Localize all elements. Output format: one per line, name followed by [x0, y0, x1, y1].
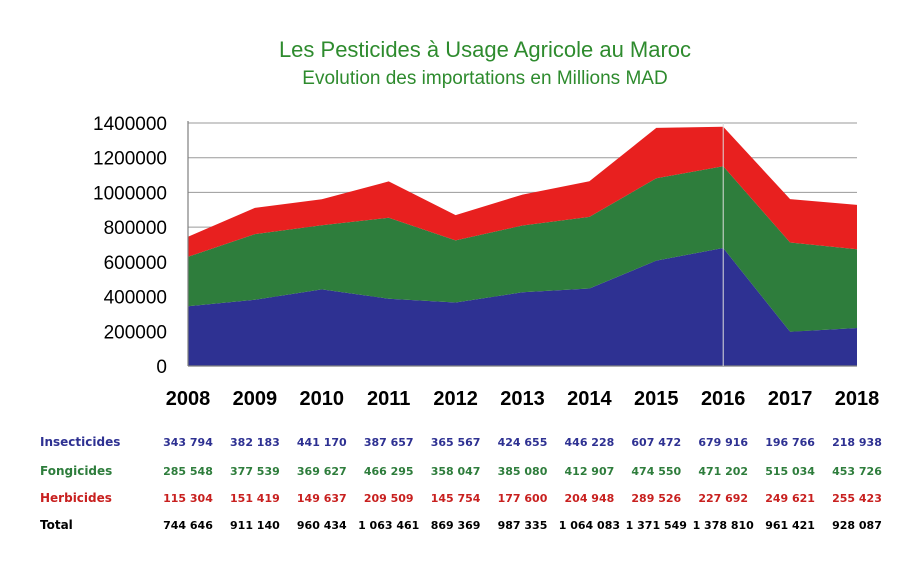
x-axis-ticks: 2008 2009 2010 2011 2012 2013 2014 2015 2016 2017… [166, 388, 880, 410]
y-tick-label: 600000 [104, 253, 167, 274]
table-cell: 255 423 [832, 492, 882, 505]
y-tick-label: 200000 [104, 322, 167, 343]
x-tick-label: 2008 [166, 388, 211, 410]
table-cell: 453 726 [832, 465, 882, 478]
chart-subtitle: Evolution des importations en Millions M… [302, 68, 667, 89]
axes [187, 121, 857, 367]
stacked-areas [188, 126, 857, 366]
x-tick-label: 2014 [567, 388, 612, 410]
x-tick-label: 2011 [367, 388, 410, 410]
y-tick-label: 0 [156, 357, 167, 378]
chart-title: Les Pesticides à Usage Agricole au Maroc [279, 37, 691, 62]
area-fongicides [188, 166, 857, 332]
table-cell: 285 548 [163, 465, 213, 478]
table-cell: 115 304 [163, 492, 213, 505]
y-tick-label: 1200000 [93, 149, 167, 170]
x-tick-label: 2016 [701, 388, 746, 410]
table-cell: 209 509 [364, 492, 414, 505]
y-tick-label: 1000000 [93, 183, 167, 204]
table-cell: 382 183 [230, 436, 280, 449]
table-cell: 412 907 [565, 465, 615, 478]
table-cell: 471 202 [698, 465, 748, 478]
table-row-label: Total [40, 518, 73, 532]
table-cell: 289 526 [631, 492, 681, 505]
area-herbicides [188, 126, 857, 257]
table-cell: 1 063 461 [358, 519, 419, 532]
y-tick-label: 1400000 [93, 114, 167, 135]
table-cell: 607 472 [631, 436, 681, 449]
table-cell: 196 766 [765, 436, 815, 449]
table-cell: 466 295 [364, 465, 414, 478]
table-cell: 227 692 [698, 492, 748, 505]
table-cell: 218 938 [832, 436, 882, 449]
table-cell: 679 916 [698, 436, 748, 449]
table-cell: 441 170 [297, 436, 347, 449]
y-tick-label: 400000 [104, 288, 167, 309]
table-cell: 1 378 810 [693, 519, 755, 532]
x-tick-label: 2013 [500, 388, 545, 410]
table-row-label: Fongicides [40, 464, 112, 478]
table-cell: 446 228 [565, 436, 615, 449]
x-tick-label: 2012 [433, 388, 478, 410]
table-row-label: Insecticides [40, 435, 120, 449]
table-cell: 987 335 [498, 519, 548, 532]
table-cell: 474 550 [631, 465, 681, 478]
area-insecticides [188, 248, 857, 366]
table-cell: 424 655 [498, 436, 548, 449]
y-axis-ticks: 0 200000 400000 600000 800000 1000000 1200000 1… [93, 114, 167, 378]
table-cell: 249 621 [765, 492, 815, 505]
x-tick-label: 2009 [233, 388, 278, 410]
table-cell: 928 087 [832, 519, 882, 532]
table-cell: 869 369 [431, 519, 481, 532]
table-cell: 960 434 [297, 519, 347, 532]
x-tick-label: 2015 [634, 388, 679, 410]
table-cell: 204 948 [565, 492, 615, 505]
table-cell: 151 419 [230, 492, 280, 505]
table-cell: 387 657 [364, 436, 414, 449]
x-tick-label: 2017 [768, 388, 813, 410]
table-cell: 369 627 [297, 465, 347, 478]
y-tick-label: 800000 [104, 218, 167, 239]
table-cell: 145 754 [431, 492, 481, 505]
table-cell: 1 064 083 [559, 519, 620, 532]
x-tick-label: 2010 [300, 388, 345, 410]
table-cell: 1 371 549 [626, 519, 687, 532]
table-cell: 365 567 [431, 436, 481, 449]
table-cell: 377 539 [230, 465, 280, 478]
data-table: Insecticides 343 794 382 183 441 170 387 657… [40, 435, 882, 532]
table-cell: 961 421 [765, 519, 815, 532]
table-cell: 149 637 [297, 492, 347, 505]
table-cell: 177 600 [498, 492, 548, 505]
table-cell: 744 646 [163, 519, 213, 532]
table-cell: 343 794 [163, 436, 213, 449]
x-tick-label: 2018 [835, 388, 880, 410]
table-cell: 515 034 [765, 465, 815, 478]
table-cell: 911 140 [230, 519, 280, 532]
table-cell: 385 080 [498, 465, 548, 478]
table-row-label: Herbicides [40, 491, 112, 505]
table-cell: 358 047 [431, 465, 481, 478]
